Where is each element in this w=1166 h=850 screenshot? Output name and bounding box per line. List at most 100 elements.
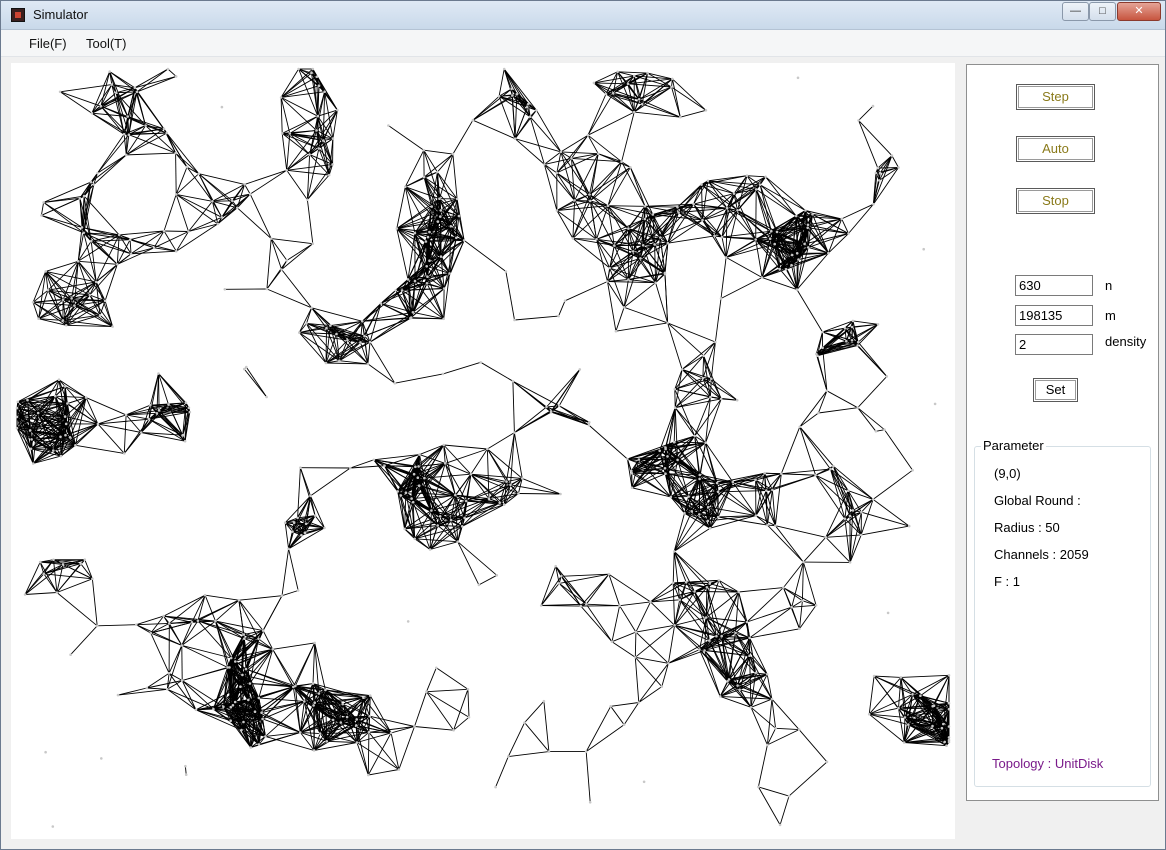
n-input[interactable]: [1015, 275, 1093, 296]
graph-edge: [198, 173, 238, 209]
graph-node: [285, 259, 289, 262]
graph-node: [145, 686, 149, 690]
graph-edge: [791, 253, 798, 266]
title-bar[interactable]: Simulator — □ ✕: [1, 1, 1165, 30]
graph-node: [479, 361, 483, 364]
graph-node: [515, 93, 519, 96]
graph-edge: [97, 423, 142, 433]
graph-edge: [134, 75, 177, 89]
stop-button[interactable]: Stop: [1016, 188, 1095, 214]
step-button[interactable]: Step: [1016, 84, 1095, 110]
graph-edge: [167, 68, 177, 77]
graph-node: [643, 205, 647, 208]
graph-edge: [427, 240, 465, 278]
m-input[interactable]: [1015, 305, 1093, 326]
graph-edge: [681, 368, 712, 380]
graph-node: [798, 627, 801, 631]
graph-edge: [404, 502, 414, 530]
graph-edge: [733, 188, 757, 195]
graph-edge: [727, 680, 738, 686]
graph-edge: [560, 575, 587, 605]
graph-node: [903, 716, 907, 719]
graph-edge: [235, 661, 247, 670]
graph-edge: [524, 722, 550, 752]
density-label: density: [1105, 334, 1147, 349]
graph-edge: [215, 599, 240, 622]
maximize-button[interactable]: □: [1089, 2, 1116, 21]
graph-edge: [776, 231, 781, 270]
graph-node: [442, 317, 446, 321]
graph-edge: [841, 218, 849, 234]
graph-edge: [699, 617, 707, 650]
graph-edge: [877, 167, 899, 169]
graph-node: [511, 379, 515, 383]
graph-edge: [704, 650, 728, 682]
graph-node: [462, 239, 466, 242]
density-input[interactable]: [1015, 334, 1093, 355]
graph-edge: [727, 680, 752, 708]
close-button[interactable]: ✕: [1117, 2, 1161, 21]
graph-edge: [512, 95, 531, 117]
graph-edge: [667, 207, 678, 244]
auto-button[interactable]: Auto: [1016, 136, 1095, 162]
graph-edge: [822, 320, 854, 333]
graph-canvas[interactable]: [11, 63, 955, 839]
graph-edge: [735, 632, 750, 639]
graph-edge: [347, 335, 365, 341]
graph-edge: [503, 493, 519, 505]
graph-node: [317, 84, 321, 87]
graph-edge: [717, 479, 756, 484]
position-value: (9,0): [994, 466, 1021, 481]
graph-node: [285, 169, 289, 172]
graph-edge: [673, 514, 700, 552]
graph-node: [411, 500, 415, 504]
graph-node: [765, 489, 768, 492]
graph-edge: [444, 463, 467, 502]
graph-edge: [240, 686, 262, 713]
graph-edge: [297, 517, 325, 529]
graph-edge: [791, 604, 817, 608]
graph-edge: [439, 216, 452, 227]
graph-edge: [100, 92, 117, 107]
graph-edge: [250, 697, 260, 748]
graph-edge: [362, 697, 371, 717]
graph-node: [585, 602, 588, 606]
graph-edge: [326, 731, 369, 742]
graph-edge: [605, 93, 635, 113]
set-button[interactable]: Set: [1033, 378, 1078, 402]
graph-edge: [99, 314, 113, 327]
graph-edge: [130, 247, 155, 255]
graph-node: [806, 223, 810, 227]
minimize-button[interactable]: —: [1062, 2, 1089, 21]
graph-node: [361, 320, 364, 323]
graph-edge: [705, 591, 739, 618]
graph-edge: [304, 693, 320, 702]
graph-node: [174, 151, 177, 155]
menu-file[interactable]: File(F): [29, 36, 67, 51]
graph-node: [874, 171, 878, 175]
graph-edge: [680, 109, 707, 118]
graph-edge: [627, 455, 668, 460]
graph-node: [368, 714, 371, 718]
graph-edge: [694, 591, 710, 641]
graph-node: [416, 476, 420, 480]
graph-edge: [355, 715, 370, 726]
graph-edge: [869, 713, 909, 726]
graph-edge: [429, 210, 442, 261]
graph-edge: [628, 273, 666, 280]
graph-edge: [90, 240, 118, 265]
graph-edge: [356, 742, 400, 770]
menu-tool[interactable]: Tool(T): [86, 36, 127, 51]
graph-edge: [236, 184, 246, 208]
graph-edge: [585, 603, 613, 642]
graph-edge: [423, 176, 440, 199]
graph-node: [872, 202, 875, 206]
graph-node: [525, 105, 529, 109]
control-panel: Step Auto Stop n m density Set Parameter…: [966, 64, 1159, 801]
graph-edge: [634, 632, 637, 658]
graph-edge: [693, 193, 735, 205]
graph-edge: [617, 71, 635, 77]
graph-edge: [661, 663, 669, 687]
graph-edge: [798, 252, 829, 260]
graph-edge: [317, 115, 334, 139]
